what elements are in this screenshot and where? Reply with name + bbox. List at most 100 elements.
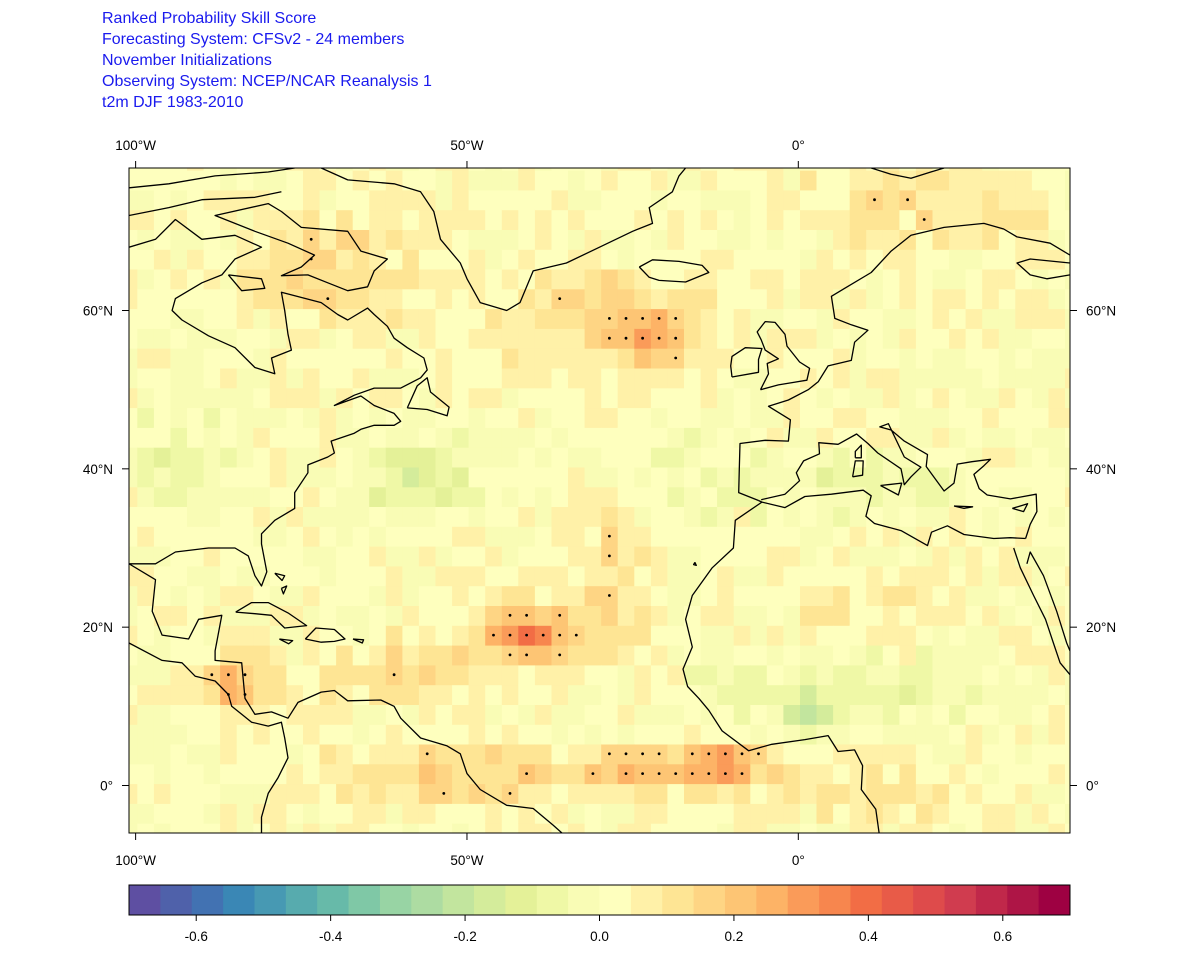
significance-dot [740,752,744,756]
skill-cell [369,823,387,833]
skill-cell [303,427,321,448]
skill-cell [551,268,569,290]
skill-cell [369,526,387,547]
skill-cell [1031,486,1050,507]
skill-cell [1048,209,1066,230]
skill-cell [129,763,138,785]
skill-cell [783,447,801,468]
significance-dot [690,752,694,756]
skill-cell [849,407,867,428]
skill-cell [684,328,702,349]
skill-cell [187,823,205,833]
skill-cell [965,645,983,666]
significance-dot [624,336,628,340]
skill-cell [518,664,536,686]
skill-cell [170,743,188,765]
skill-cell [717,229,735,250]
right-lat-label: 40°N [1086,462,1116,477]
skill-cell [336,486,354,507]
skill-cell [468,288,486,310]
skill-cell [551,763,569,785]
skill-cell [551,743,569,765]
skill-cell [129,585,138,606]
skill-cell [485,387,503,409]
skill-cell [766,724,784,745]
skill-cell [700,308,718,329]
skill-cell [949,328,967,349]
skill-cell [915,168,934,171]
skill-cell [187,664,205,686]
skill-cell [1031,585,1050,606]
skill-cell [187,288,205,310]
skill-cell [485,645,503,666]
skill-cell [1065,407,1070,428]
skill-cell [733,229,751,250]
skill-cell [733,526,751,547]
skill-cell [1048,724,1066,745]
skill-cell [435,526,453,547]
skill-cell [849,249,867,270]
skill-cell [982,407,1000,428]
skill-cell [129,625,138,646]
skill-cell [170,585,188,606]
skill-cell [750,466,768,488]
skill-cell [1031,387,1050,409]
skill-cell [965,447,983,468]
skill-cell [800,168,818,171]
skill-cell [319,803,337,824]
skill-cell [617,427,635,448]
skill-cell [899,308,917,329]
skill-cell [733,288,751,310]
colorbar-swatch [724,885,757,915]
skill-cell [402,367,420,389]
skill-cell [418,229,437,250]
skill-cell [1015,466,1033,488]
skill-cell [866,546,884,567]
skill-cell [899,724,917,745]
skill-cell [833,684,851,705]
skill-cell [129,546,138,567]
skill-cell [1065,684,1070,705]
skill-cell [534,684,553,705]
skill-cell [617,170,635,191]
significance-dot [740,772,744,775]
skill-cell [551,664,569,686]
skill-cell [418,823,437,833]
skill-cell [170,823,188,833]
skill-cell [601,605,619,626]
skill-cell [667,427,685,448]
skill-cell [634,387,652,409]
skill-cell [468,645,486,666]
skill-cell [601,130,618,150]
skill-cell [800,407,818,428]
skill-cell [617,585,635,606]
skill-cell [129,486,138,507]
skill-cell [915,823,934,833]
skill-cell [617,684,635,705]
skill-cell [733,724,751,745]
skill-cell [137,743,155,765]
skill-cell [485,783,503,804]
skill-cell [129,367,138,389]
skill-cell [882,168,900,171]
skill-cell [551,684,569,705]
skill-cell [518,268,536,290]
skill-cell [882,249,900,270]
skill-cell [684,130,701,150]
skill-cell [617,189,635,211]
skill-cell [1015,189,1033,211]
coastlines [129,168,1070,833]
skill-cell [866,585,884,606]
skill-cell [816,209,834,230]
skill-cell [236,447,254,468]
skill-cell [733,407,751,428]
skill-cell [551,328,569,349]
skill-cell [286,506,304,527]
significance-dot [492,633,495,637]
skill-cell [750,189,768,211]
skill-cell [750,229,768,250]
skill-cell [1048,348,1066,369]
skill-cell [634,407,652,428]
skill-cell [982,268,1000,290]
skill-cell [129,506,138,527]
